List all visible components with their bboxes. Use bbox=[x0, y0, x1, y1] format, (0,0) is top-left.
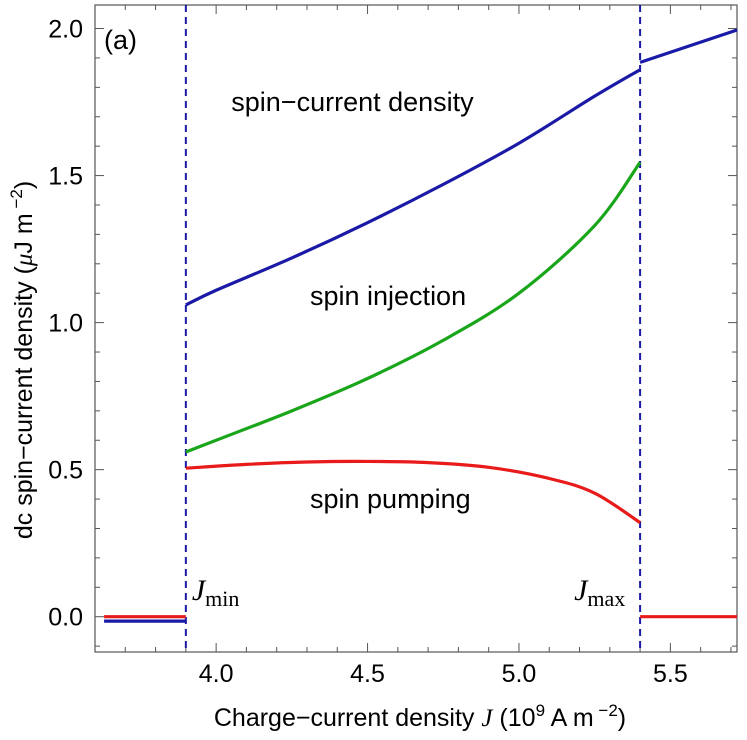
x-axis-label-units-close: ) bbox=[618, 704, 626, 732]
y-axis: 0.0 0.5 1.0 1.5 2.0 bbox=[48, 16, 737, 647]
x-tick-label: 4.0 bbox=[199, 660, 234, 688]
x-axis-label-prefix: Charge−current density bbox=[214, 704, 482, 732]
threshold-label-min: Jmin bbox=[192, 574, 240, 611]
x-tick-label: 5.5 bbox=[653, 660, 688, 688]
y-axis-label: dc spin−current density (μJ m −2) bbox=[7, 181, 38, 539]
y-axis-label-main: dc spin−current density ( bbox=[10, 265, 38, 539]
x-axis-label-exp: 9 bbox=[536, 701, 545, 720]
series-line-spin-injection-seg0 bbox=[185, 161, 642, 454]
y-axis-label-units: J m bbox=[10, 213, 38, 253]
annotations: spin−current density spin injection spin p… bbox=[231, 87, 474, 514]
y-tick-label: 1.5 bbox=[48, 163, 83, 191]
y-axis-label-exp: −2 bbox=[7, 189, 26, 213]
x-axis-label-exp2: −2 bbox=[594, 701, 618, 720]
y-axis-label-mu: μ bbox=[11, 254, 38, 268]
series-group bbox=[104, 28, 738, 623]
y-tick-label: 1.0 bbox=[48, 310, 83, 338]
threshold-lines: Jmin Jmax bbox=[184, 5, 642, 652]
y-axis-label-close: ) bbox=[10, 181, 38, 189]
series-line-spin-pumping-seg1 bbox=[185, 459, 641, 524]
series-label: spin injection bbox=[310, 281, 466, 311]
x-tick-label: 5.0 bbox=[502, 660, 537, 688]
y-tick-label: 2.0 bbox=[48, 16, 83, 44]
y-tick-label: 0.0 bbox=[48, 604, 83, 632]
x-axis: 4.0 4.5 5.0 5.5 bbox=[94, 5, 732, 688]
x-axis-label-var: J bbox=[481, 705, 494, 732]
series-line-spin-current-density-seg2 bbox=[639, 28, 738, 64]
plot-frame bbox=[94, 4, 738, 653]
plot-border bbox=[94, 4, 738, 653]
x-tick-label: 4.5 bbox=[350, 660, 385, 688]
x-axis-label-units-mid: A m bbox=[545, 704, 594, 732]
threshold-label-max: Jmax bbox=[574, 574, 625, 611]
y-tick-label: 0.5 bbox=[48, 457, 83, 485]
x-axis-label-units-open: (10 bbox=[492, 704, 535, 732]
x-axis-label: Charge−current density J (109 A m −2) bbox=[214, 701, 626, 732]
series-label: spin pumping bbox=[310, 484, 471, 514]
series-line-spin-current-density-seg1 bbox=[185, 68, 641, 307]
panel-label: (a) bbox=[104, 25, 137, 55]
series-label: spin−current density bbox=[231, 87, 474, 117]
